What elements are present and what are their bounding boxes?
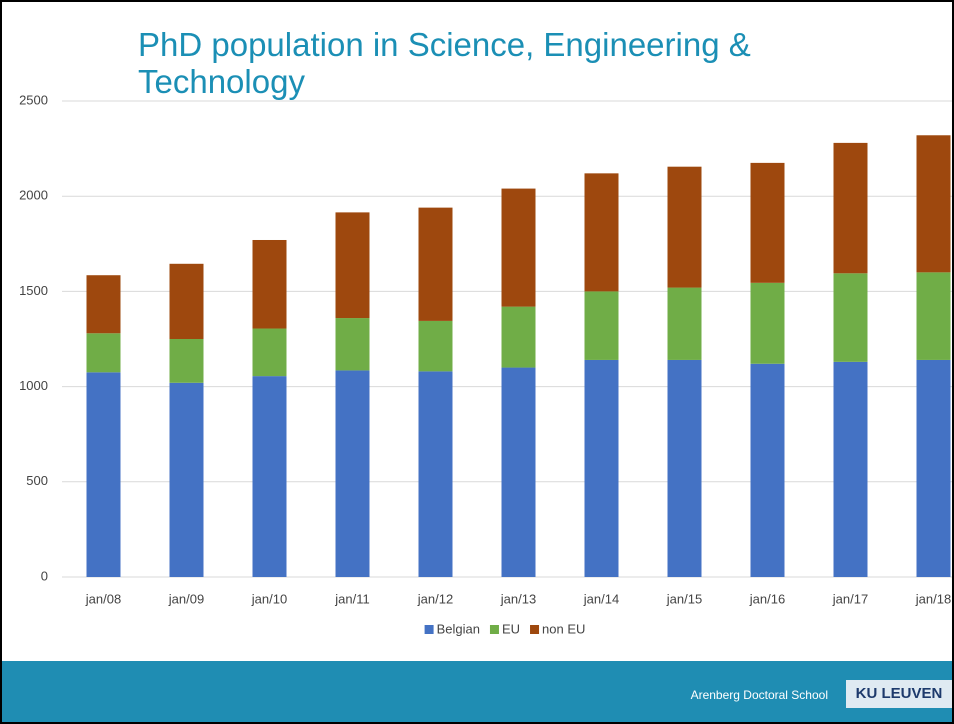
y-tick-label: 1000 bbox=[19, 378, 48, 393]
slide-title: PhD population in Science, Engineering &… bbox=[138, 26, 751, 100]
y-tick-label: 1500 bbox=[19, 283, 48, 298]
y-tick-label: 500 bbox=[26, 473, 48, 488]
y-tick-label: 2500 bbox=[19, 92, 48, 107]
legend-label: non EU bbox=[542, 621, 585, 636]
bar-segment bbox=[916, 135, 951, 273]
legend-swatch bbox=[489, 625, 499, 634]
logo: KU LEUVEN bbox=[846, 680, 952, 708]
bar-segment bbox=[584, 291, 619, 360]
bar-segment bbox=[667, 166, 702, 288]
legend-label: EU bbox=[502, 621, 520, 636]
bar-segment bbox=[418, 371, 453, 577]
bar-segment bbox=[667, 359, 702, 577]
x-tick-label: jan/16 bbox=[749, 591, 785, 606]
bar-segment bbox=[916, 272, 951, 360]
bar-segment bbox=[252, 376, 287, 577]
x-tick-label: jan/13 bbox=[500, 591, 536, 606]
chart: 0 500 1000 1500 2000 2500 jan/08 jan/09 jan/10 ja… bbox=[19, 92, 954, 636]
bar-segment bbox=[916, 359, 951, 577]
x-tick-label: jan/10 bbox=[251, 591, 287, 606]
x-tick-label: jan/09 bbox=[168, 591, 204, 606]
bar-segment bbox=[750, 282, 785, 364]
bar-segment bbox=[418, 207, 453, 321]
bar-segment bbox=[833, 142, 868, 274]
x-tick-label: jan/15 bbox=[666, 591, 702, 606]
bar-segment bbox=[86, 275, 121, 334]
bar-segment bbox=[335, 370, 370, 577]
bar-segment bbox=[833, 273, 868, 362]
bar-segment bbox=[252, 328, 287, 377]
bar-segment bbox=[169, 339, 204, 383]
bar-segment bbox=[667, 287, 702, 360]
x-tick-label: jan/11 bbox=[334, 591, 369, 606]
bar-segment bbox=[584, 359, 619, 577]
x-tick-label: jan/17 bbox=[832, 591, 868, 606]
bar-segment bbox=[833, 361, 868, 577]
bar-segment bbox=[750, 363, 785, 577]
x-tick-label: jan/08 bbox=[85, 591, 121, 606]
bar-segment bbox=[750, 162, 785, 283]
bar-segment bbox=[335, 212, 370, 319]
bar-segment bbox=[501, 188, 536, 307]
x-tick-label: jan/18 bbox=[915, 591, 951, 606]
bar-segment bbox=[252, 239, 287, 329]
legend-label: Belgian bbox=[437, 621, 480, 636]
bar-segment bbox=[86, 333, 121, 373]
legend-swatch bbox=[424, 625, 434, 634]
y-tick-label: 0 bbox=[41, 568, 48, 583]
bar-segment bbox=[584, 173, 619, 292]
y-tick-label: 2000 bbox=[19, 188, 48, 203]
bar-segment bbox=[418, 320, 453, 372]
footer: Arenberg Doctoral School KU LEUVEN bbox=[0, 661, 954, 724]
bar-segment bbox=[86, 372, 121, 577]
bar-segment bbox=[169, 263, 204, 339]
x-tick-label: jan/14 bbox=[583, 591, 619, 606]
bar-segment bbox=[335, 318, 370, 371]
legend-swatch bbox=[530, 625, 540, 634]
bar-segment bbox=[501, 306, 536, 368]
bar-segment bbox=[169, 382, 204, 577]
footer-text: Arenberg Doctoral School bbox=[690, 688, 828, 702]
x-tick-label: jan/12 bbox=[417, 591, 453, 606]
bar-segment bbox=[501, 367, 536, 577]
